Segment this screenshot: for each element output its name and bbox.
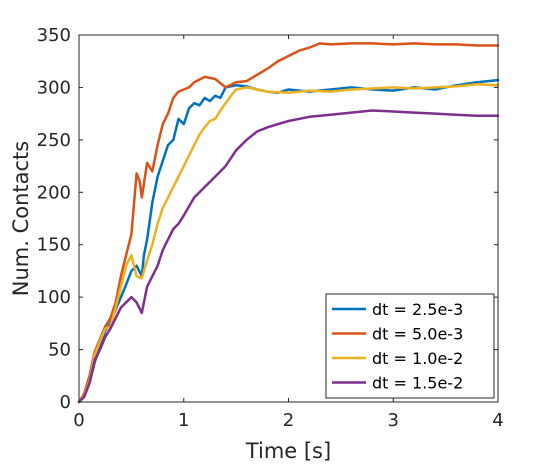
legend: dt = 2.5e-3 dt = 5.0e-3 dt = 1.0e-2 dt = 1.… — [325, 293, 495, 399]
legend-label-4: dt = 1.5e-2 — [372, 374, 463, 393]
y-tick-label: 100 — [37, 287, 71, 308]
series-line-3 — [77, 83, 500, 404]
x-tick-label: 1 — [178, 410, 189, 431]
series-line-4 — [77, 109, 500, 404]
series-line-2 — [77, 42, 500, 404]
y-tick-label: 200 — [37, 182, 71, 203]
y-axis-label: Num. Contacts — [9, 141, 33, 296]
series-line-1 — [77, 78, 500, 404]
x-tick-label: 3 — [388, 410, 399, 431]
x-tick-label: 0 — [73, 410, 84, 431]
legend-label-3: dt = 1.0e-2 — [372, 349, 463, 368]
x-tick-label: 4 — [492, 410, 503, 431]
legend-label-1: dt = 2.5e-3 — [372, 300, 463, 319]
x-axis: 0 1 2 3 4 — [73, 35, 504, 431]
y-tick-label: 350 — [37, 25, 71, 46]
legend-label-2: dt = 5.0e-3 — [372, 325, 463, 344]
y-tick-label: 250 — [37, 130, 71, 151]
x-tick-label: 2 — [283, 410, 294, 431]
y-axis: 0 50 100 150 200 250 300 350 — [37, 25, 498, 413]
y-tick-label: 0 — [60, 392, 71, 413]
series-layer — [77, 42, 500, 404]
legend-box — [325, 293, 495, 399]
x-axis-label: Time [s] — [245, 439, 331, 463]
y-tick-label: 150 — [37, 235, 71, 256]
y-tick-label: 300 — [37, 77, 71, 98]
y-tick-label: 50 — [48, 340, 71, 361]
